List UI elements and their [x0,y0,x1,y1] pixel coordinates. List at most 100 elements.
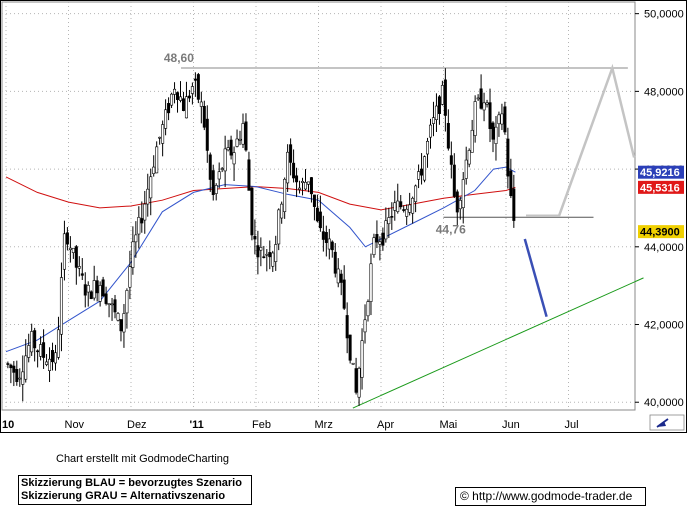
candle-body [437,96,441,114]
candle-body [497,114,501,125]
candle-body [244,121,248,151]
candle-body [345,315,349,339]
candle-body [440,85,444,105]
candle-body [500,113,504,125]
candle-body [301,181,305,183]
candle-body [173,88,177,95]
candle-body [417,171,421,180]
candle-body [268,252,272,258]
candle-body [339,273,343,283]
candle-body [238,138,242,141]
candle-body [161,124,165,144]
candle-body [21,371,25,385]
candle-body [229,139,233,156]
candle-body [295,175,299,183]
legend-blue-scenario: Skizzierung BLAU = bevorzugtes Szenario [21,477,242,489]
x-tick-label: 10 [2,419,14,431]
candle-body [24,355,28,380]
candle-body [283,178,287,212]
price-tag [638,180,684,194]
candle-body [80,273,84,276]
candle-body [36,350,40,353]
candle-body [348,334,352,361]
candle-body [286,151,290,184]
candle-body [434,105,438,120]
candle-body [220,168,224,170]
candle-body [223,148,227,172]
x-tick-label: Feb [252,419,271,431]
candle-body [387,217,391,225]
candle-body [280,203,284,219]
candle-body [423,156,427,181]
candle-body [178,96,182,101]
candle-body [241,123,245,145]
candle-body [45,361,49,365]
candle-body [265,253,269,256]
candle-body [83,284,87,296]
candle-body [164,109,168,129]
candle-body [253,235,257,240]
x-tick-label: '11 [190,419,204,431]
candle-body [125,290,129,314]
candle-body [116,313,120,321]
candle-body [303,181,307,190]
candle-body [170,93,174,106]
candle-body [18,377,22,380]
candle-body [104,293,108,304]
corner-logo-icon [649,414,685,431]
candle-body [470,129,474,153]
price-tag-label: 44,3900 [640,227,680,239]
candle-body [277,209,281,245]
price-tag [638,225,684,239]
candle-body [321,231,325,240]
candle-body [56,329,60,358]
candle-body [181,98,185,111]
x-tick-label: Jul [565,419,579,431]
candle-body [137,217,141,235]
candle-body [39,344,43,357]
candle-body [250,187,254,236]
candle-body [426,140,430,155]
candle-body [274,244,278,262]
y-tick-label: 42,0000 [644,320,684,332]
candle-body [62,233,66,270]
candle-body [384,220,388,240]
candle-body [208,154,212,180]
candle-body [42,342,46,358]
candle-body [292,162,296,179]
candle-body [333,251,337,274]
x-tick-label: Apr [377,419,394,431]
candle-body [152,166,156,174]
candle-body [369,263,373,302]
y-tick-label: 40,0000 [644,397,684,409]
candle-body [330,241,334,251]
source-link[interactable]: © http://www.godmode-trader.de [455,487,646,506]
candle-body [351,362,355,365]
candle-body [402,209,406,211]
scenario-legend: Skizzierung BLAU = bevorzugtes Szenario … [18,475,252,505]
candle-body [232,152,236,165]
moving-average-red [5,176,516,211]
candle-body [176,92,180,100]
candle-body [128,266,132,288]
candle-body [488,102,492,129]
x-tick-label: Jun [502,419,520,431]
candle-body [77,266,81,269]
candle-body [479,88,483,109]
candle-body [98,285,102,302]
candle-body [431,117,435,124]
candle-body [512,188,516,221]
candle-body [27,345,31,358]
candle-body [74,246,78,268]
candle-body [184,96,188,119]
x-tick-label: Mrz [315,419,333,431]
candle-body [89,291,93,300]
candle-body [372,237,376,255]
candle-body [399,201,403,208]
candle-body [411,197,415,214]
candle-body [318,211,322,229]
candle-body [509,170,513,197]
candle-body [110,303,114,306]
x-tick-label: Mai [440,419,458,431]
candle-body [381,232,385,246]
